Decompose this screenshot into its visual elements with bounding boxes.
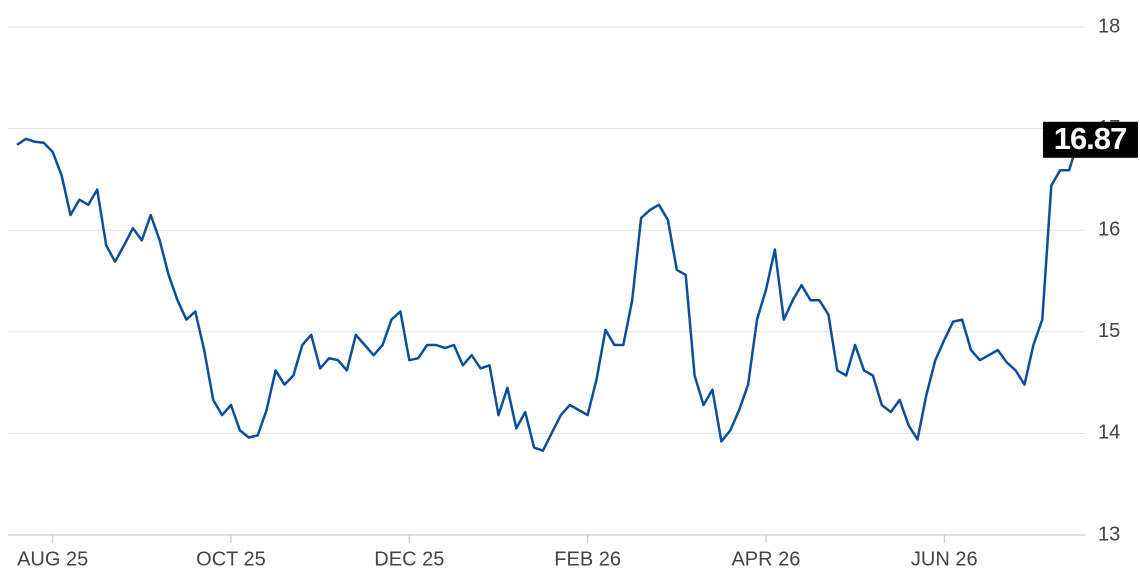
last-value-label: 16.87 [1054,121,1127,156]
last-value-badge: 16.87 [1043,121,1138,158]
x-tick-label: OCT 25 [196,548,266,570]
x-tick-label: JUN 26 [911,548,978,570]
x-tick-label: AUG 25 [17,548,88,570]
x-tick-label: DEC 25 [374,548,444,570]
y-tick-label: 13 [1098,523,1120,545]
badge-background [1043,121,1138,158]
y-tick-label: 16 [1098,218,1120,240]
y-tick-label: 18 [1098,15,1120,37]
x-tick-label: APR 26 [731,548,800,570]
price-line [16,137,1080,452]
y-tick-label: 15 [1098,320,1120,342]
x-tick-label: FEB 26 [554,548,621,570]
y-tick-label: 14 [1098,422,1120,444]
